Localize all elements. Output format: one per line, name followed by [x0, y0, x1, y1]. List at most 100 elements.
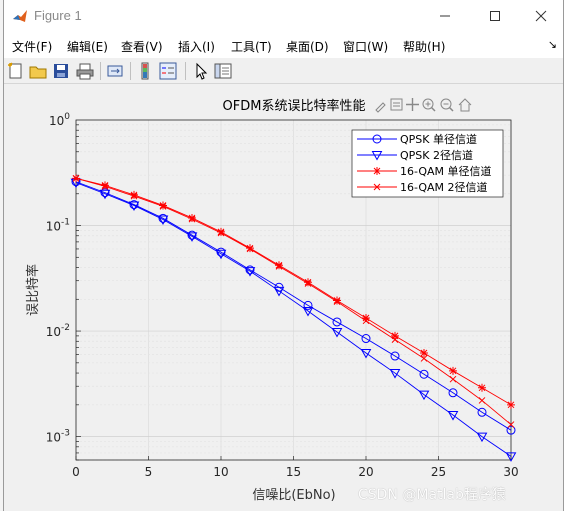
marker-circle — [332, 317, 342, 327]
menu-tools[interactable]: 工具(T) — [231, 40, 272, 54]
menu-insert[interactable]: 插入(I) — [178, 40, 215, 54]
x-tick-label: 30 — [503, 465, 518, 479]
marker-circle — [245, 265, 255, 275]
data-point — [362, 313, 370, 322]
data-point — [419, 369, 429, 379]
series-line — [75, 177, 512, 406]
toolbar-separator — [130, 62, 131, 80]
x-tick-label: 0 — [72, 465, 80, 479]
pan-icon[interactable] — [406, 98, 419, 111]
series-2 — [70, 178, 517, 462]
save-icon[interactable] — [52, 62, 70, 80]
legend-icon[interactable] — [159, 62, 177, 80]
open-icon[interactable] — [29, 62, 47, 80]
close-button[interactable] — [518, 0, 564, 32]
plot-svg[interactable]: 0 5 10 15 20 25 30 10-3 10-2 10-1 100 OFDM系统误比特率性能 — [4, 85, 563, 511]
marker-x — [72, 174, 80, 182]
home-icon[interactable] — [458, 98, 472, 112]
legend-entry[interactable]: QPSK 单径信道 — [357, 132, 477, 146]
zoom-out-icon[interactable] — [440, 98, 454, 112]
marker-asterisk — [188, 213, 196, 222]
pointer-icon[interactable] — [192, 62, 210, 80]
legend-marker — [373, 183, 381, 191]
data-point — [449, 366, 457, 375]
link-icon[interactable] — [106, 62, 124, 80]
series-4 — [72, 174, 515, 428]
marker-x — [130, 192, 138, 200]
data-point — [215, 249, 227, 260]
y-tick-label: 100 — [49, 112, 70, 128]
marker-triangle — [128, 201, 140, 211]
toolbar-separator — [185, 62, 186, 80]
legend-entry[interactable]: 16-QAM 2径信道 — [357, 180, 488, 194]
property-inspector-icon[interactable] — [214, 62, 232, 80]
chart-title: OFDM系统误比特率性能 — [223, 98, 366, 114]
menu-help[interactable]: 帮助(H) — [403, 40, 446, 54]
marker-x — [246, 245, 254, 253]
data-tip-icon[interactable] — [390, 98, 403, 111]
marker-asterisk — [217, 227, 225, 236]
marker-asterisk — [373, 167, 381, 175]
close-icon — [535, 10, 547, 22]
marker-circle — [361, 334, 371, 344]
data-point — [188, 215, 196, 223]
marker-asterisk — [507, 400, 515, 409]
data-point — [130, 192, 138, 200]
brush-icon[interactable] — [375, 102, 386, 113]
marker-x — [275, 263, 283, 270]
minimize-icon — [440, 15, 450, 17]
data-point — [101, 181, 109, 190]
data-point — [478, 397, 486, 404]
series-layer — [70, 174, 517, 462]
zoom-in-icon[interactable] — [422, 98, 436, 112]
data-point — [506, 425, 516, 435]
legend-marker — [371, 151, 383, 161]
data-point — [275, 263, 283, 270]
marker-x — [478, 397, 486, 404]
menu-window[interactable]: 窗口(W) — [343, 40, 389, 54]
menu-overflow-icon[interactable]: ↘ — [547, 38, 557, 51]
menu-desktop[interactable]: 桌面(D) — [286, 40, 329, 54]
marker-asterisk — [449, 366, 457, 375]
marker-asterisk — [159, 201, 167, 210]
menu-file[interactable]: 文件(F) — [12, 40, 53, 54]
data-point — [332, 317, 342, 327]
data-point — [505, 452, 517, 462]
data-point — [187, 230, 197, 240]
y-tick-label: 10-2 — [46, 323, 70, 339]
marker-triangle — [360, 348, 372, 359]
legend-entries: QPSK 单径信道 QPSK 2径信道 16-QAM 单径信道 16-QAM 2径信道 — [357, 132, 492, 194]
marker-asterisk — [246, 244, 254, 253]
menu-view[interactable]: 查看(V) — [121, 40, 163, 54]
legend-label: QPSK 2径信道 — [400, 148, 473, 162]
minimize-button[interactable] — [422, 0, 468, 32]
print-icon[interactable] — [76, 62, 94, 80]
legend[interactable]: QPSK 单径信道 QPSK 2径信道 16-QAM 单径信道 16-QAM 2径信道 — [351, 129, 504, 198]
marker-asterisk — [130, 190, 138, 199]
marker-circle — [187, 230, 197, 240]
data-point — [275, 261, 283, 270]
data-point — [101, 183, 109, 190]
figure-canvas[interactable]: 0 5 10 15 20 25 30 10-3 10-2 10-1 100 OFDM系统误比特率性能 — [4, 85, 563, 511]
x-tick-label: 25 — [431, 465, 446, 479]
marker-triangle — [302, 306, 314, 317]
marker-circle — [303, 300, 313, 310]
marker-x — [101, 183, 109, 190]
marker-circle — [477, 407, 487, 417]
maximize-button[interactable] — [472, 0, 518, 32]
menu-edit[interactable]: 编辑(E) — [67, 40, 108, 54]
title-bar[interactable]: Figure 1 — [4, 0, 563, 32]
new-figure-icon[interactable] — [7, 62, 25, 80]
colorbar-icon[interactable] — [136, 62, 154, 80]
legend-label: QPSK 单径信道 — [400, 132, 477, 146]
marker-asterisk — [420, 348, 428, 357]
data-point — [333, 298, 341, 305]
data-point — [391, 331, 399, 340]
data-point — [507, 400, 515, 409]
data-point — [245, 265, 255, 275]
marker-x — [217, 229, 225, 237]
legend-entry[interactable]: QPSK 2径信道 — [357, 148, 473, 162]
marker-triangle — [273, 286, 285, 297]
data-point — [449, 375, 457, 383]
legend-entry[interactable]: 16-QAM 单径信道 — [357, 164, 492, 178]
